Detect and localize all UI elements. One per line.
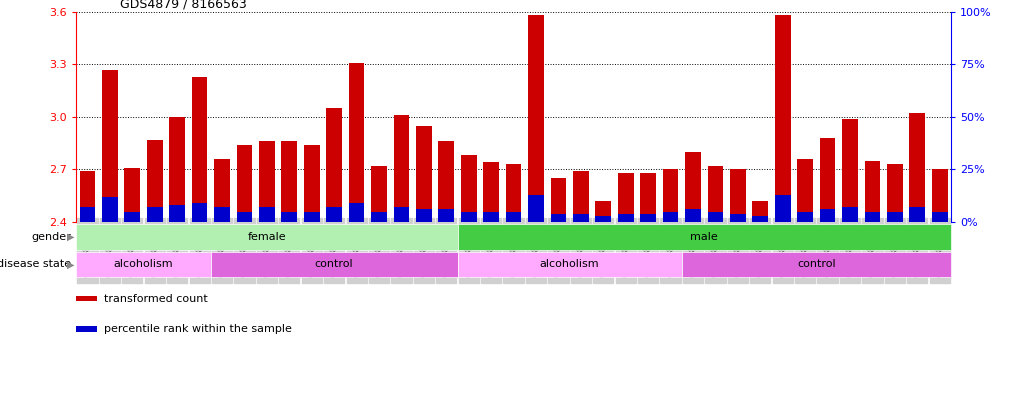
Bar xyxy=(797,159,813,222)
Bar xyxy=(864,211,881,222)
Bar xyxy=(79,208,96,222)
Text: percentile rank within the sample: percentile rank within the sample xyxy=(104,325,292,334)
Bar xyxy=(102,70,118,222)
Bar xyxy=(394,208,409,222)
Bar xyxy=(932,211,948,222)
Bar xyxy=(146,208,163,222)
Bar xyxy=(595,216,611,222)
Bar xyxy=(641,214,656,222)
Bar xyxy=(595,201,611,222)
Bar xyxy=(326,108,342,222)
Bar xyxy=(458,252,681,277)
Text: female: female xyxy=(247,232,286,242)
Bar xyxy=(528,195,544,222)
Bar xyxy=(820,138,835,222)
Bar xyxy=(775,195,790,222)
Bar xyxy=(76,252,211,277)
Text: alcoholism: alcoholism xyxy=(540,259,599,269)
Bar xyxy=(641,173,656,222)
Text: disease state: disease state xyxy=(0,259,71,269)
Bar xyxy=(753,216,768,222)
Bar xyxy=(170,205,185,222)
Bar xyxy=(461,156,477,222)
Bar xyxy=(842,208,857,222)
Bar xyxy=(215,208,230,222)
Bar xyxy=(211,252,458,277)
Text: gender: gender xyxy=(32,232,71,242)
Bar xyxy=(79,171,96,222)
Bar xyxy=(753,201,768,222)
Text: control: control xyxy=(797,259,836,269)
Bar xyxy=(76,296,97,301)
Bar xyxy=(797,211,813,222)
Text: transformed count: transformed count xyxy=(104,294,208,304)
Bar xyxy=(371,211,386,222)
Bar xyxy=(282,211,297,222)
Bar xyxy=(416,209,432,222)
Bar xyxy=(192,77,207,222)
Bar xyxy=(483,162,499,222)
Bar xyxy=(842,119,857,222)
Bar xyxy=(775,15,790,222)
Bar xyxy=(909,114,925,222)
Text: ▶: ▶ xyxy=(67,259,74,269)
Bar xyxy=(259,208,275,222)
Bar xyxy=(573,214,589,222)
Bar xyxy=(76,224,458,250)
Bar xyxy=(550,214,566,222)
Bar xyxy=(349,62,364,222)
Bar xyxy=(887,164,903,222)
Text: ▶: ▶ xyxy=(67,232,74,242)
Text: male: male xyxy=(691,232,718,242)
Bar xyxy=(102,197,118,222)
Bar xyxy=(573,171,589,222)
Bar xyxy=(550,178,566,222)
Bar xyxy=(237,211,252,222)
Bar xyxy=(304,145,319,222)
Bar xyxy=(349,203,364,222)
Bar xyxy=(394,115,409,222)
Text: GDS4879 / 8166563: GDS4879 / 8166563 xyxy=(120,0,247,11)
Bar xyxy=(438,141,455,222)
Bar xyxy=(663,211,678,222)
Bar xyxy=(282,141,297,222)
Bar xyxy=(685,152,701,222)
Bar xyxy=(371,166,386,222)
Bar xyxy=(192,203,207,222)
Bar xyxy=(708,166,723,222)
Bar xyxy=(685,209,701,222)
Bar xyxy=(215,159,230,222)
Bar xyxy=(304,211,319,222)
Bar xyxy=(708,211,723,222)
Bar xyxy=(416,126,432,222)
Bar xyxy=(618,214,634,222)
Bar xyxy=(663,169,678,222)
Bar xyxy=(124,168,140,222)
Text: control: control xyxy=(315,259,354,269)
Bar xyxy=(259,141,275,222)
Bar xyxy=(170,117,185,222)
Bar xyxy=(483,211,499,222)
Bar xyxy=(528,15,544,222)
Bar xyxy=(909,208,925,222)
Bar xyxy=(932,169,948,222)
Bar xyxy=(887,211,903,222)
Text: alcoholism: alcoholism xyxy=(114,259,173,269)
Bar xyxy=(681,252,951,277)
Bar xyxy=(864,161,881,222)
Bar xyxy=(730,169,745,222)
Bar xyxy=(76,326,97,332)
Bar xyxy=(326,208,342,222)
Bar xyxy=(438,209,455,222)
Bar xyxy=(618,173,634,222)
Bar xyxy=(237,145,252,222)
Bar xyxy=(505,211,522,222)
Bar xyxy=(730,214,745,222)
Bar xyxy=(146,140,163,222)
Bar xyxy=(458,224,951,250)
Bar xyxy=(505,164,522,222)
Bar xyxy=(124,211,140,222)
Bar xyxy=(820,209,835,222)
Bar xyxy=(461,211,477,222)
